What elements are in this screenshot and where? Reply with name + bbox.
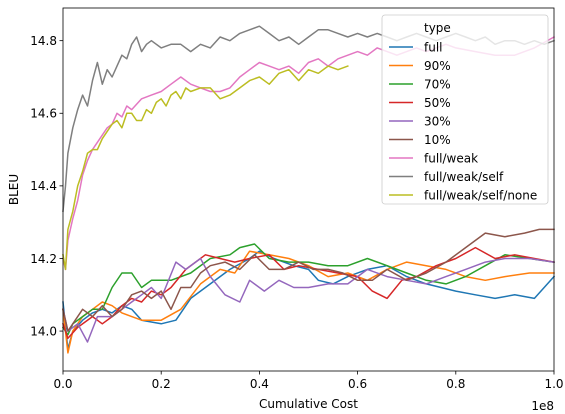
x-tick-label: 0.2 — [152, 377, 171, 391]
legend-label: 50% — [424, 96, 451, 110]
legend: type full 90% 70% 50% 30% 10% full/weak full/we… — [381, 14, 549, 205]
x-tick-label: 0.8 — [446, 377, 465, 391]
x-tick-label: 0.4 — [250, 377, 269, 391]
series-line-2 — [61, 243, 555, 336]
legend-box — [381, 14, 549, 205]
legend-label: 10% — [424, 133, 451, 147]
legend-label: full/weak/self — [424, 170, 504, 184]
y-tick-label: 14.6 — [30, 107, 57, 121]
legend-label: full — [424, 40, 443, 54]
x-axis-label: Cumulative Cost — [259, 397, 358, 411]
y-tick-label: 14.0 — [30, 324, 57, 338]
y-tick-label: 14.4 — [30, 179, 57, 193]
legend-label: 90% — [424, 59, 451, 73]
series-line-8 — [62, 65, 349, 271]
legend-label: full/weak — [424, 151, 478, 165]
y-axis-ticks: 14.0 14.2 14.4 14.6 14.8 — [30, 34, 63, 338]
x-axis-offset-label: 1e8 — [531, 399, 554, 413]
x-axis-ticks: 0.0 0.2 0.4 0.6 0.8 1.0 — [53, 371, 564, 391]
legend-label: 30% — [424, 114, 451, 128]
legend-items: full 90% 70% 50% 30% 10% full/weak full/weak/se… — [389, 40, 537, 202]
series-line-1 — [62, 250, 555, 354]
legend-label: full/weak/self/none — [424, 188, 537, 202]
y-tick-label: 14.2 — [30, 252, 57, 266]
legend-label: 70% — [424, 77, 451, 91]
x-tick-label: 0.0 — [53, 377, 72, 391]
y-axis-label: BLEU — [7, 174, 21, 205]
series-line-5 — [62, 228, 555, 332]
x-tick-label: 0.6 — [348, 377, 367, 391]
legend-title: type — [424, 21, 451, 35]
y-tick-label: 14.8 — [30, 34, 57, 48]
x-tick-label: 1.0 — [544, 377, 563, 391]
plot-area-frame — [62, 7, 555, 372]
